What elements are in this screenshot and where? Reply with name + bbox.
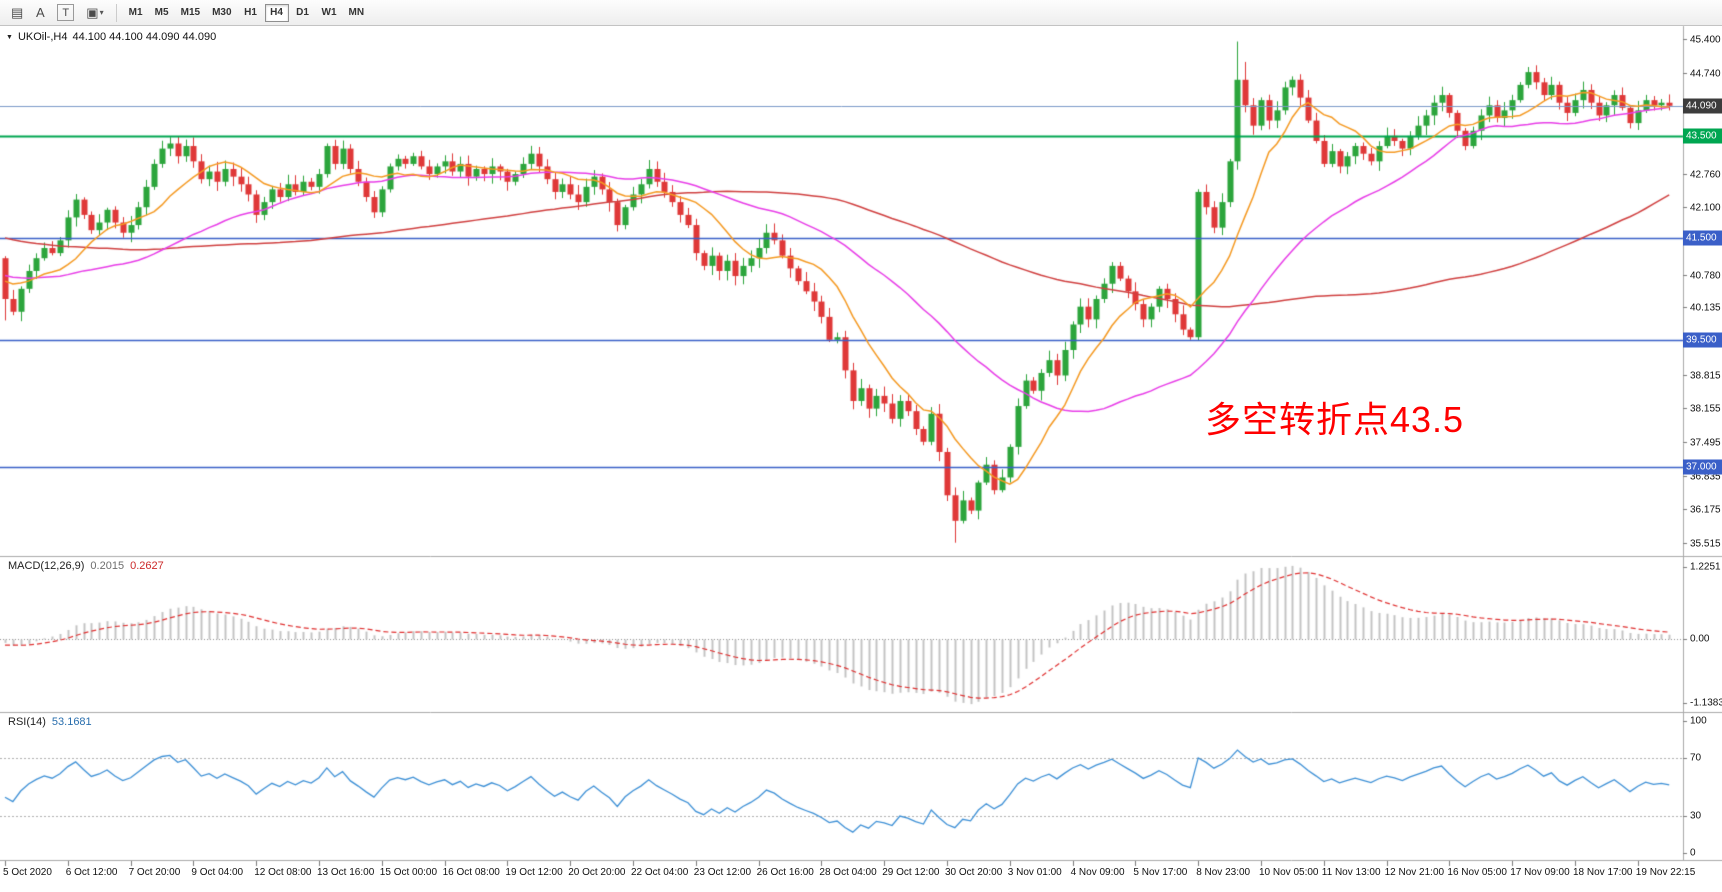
- price-axis-label: 40.135: [1690, 302, 1721, 313]
- shapes-tool-dropdown[interactable]: ▣ ▾: [80, 3, 109, 23]
- hline-tag-39500: 39.500: [1683, 332, 1722, 348]
- time-axis-label: 26 Oct 16:00: [756, 867, 814, 878]
- time-axis-label: 18 Nov 17:00: [1573, 867, 1633, 878]
- price-axis-label: 42.760: [1690, 169, 1721, 180]
- timeframe-h1[interactable]: H1: [239, 4, 263, 22]
- time-axis-label: 7 Oct 20:00: [128, 867, 181, 878]
- time-axis-label: 11 Nov 13:00: [1321, 867, 1381, 878]
- rsi-value: 53.1681: [51, 716, 92, 728]
- rsi-name: RSI(14): [8, 716, 46, 728]
- time-axis-label: 4 Nov 09:00: [1070, 867, 1125, 878]
- price-axis-label: 36.175: [1690, 504, 1721, 515]
- price-axis-label: 40.780: [1690, 270, 1721, 281]
- time-axis-label: 12 Oct 08:00: [254, 867, 312, 878]
- hline-tag-41500: 41.500: [1683, 230, 1722, 246]
- triangle-marker-icon: ▼: [6, 33, 13, 41]
- time-axis-label: 10 Nov 05:00: [1259, 867, 1319, 878]
- toolbar: ▤ A T ▣ ▾ M1 M5 M15 M30 H1 H4 D1 W1 MN: [0, 0, 1722, 26]
- label-glyph: A: [35, 5, 45, 20]
- hline-tag-37000: 37.000: [1683, 459, 1722, 475]
- timeframe-m15[interactable]: M15: [176, 4, 205, 22]
- text-glyph: T: [57, 4, 75, 21]
- time-axis-label: 22 Oct 04:00: [631, 867, 689, 878]
- toolbar-separator: [115, 3, 117, 22]
- time-axis-label: 29 Oct 12:00: [882, 867, 940, 878]
- price-axis-label: 37.495: [1690, 437, 1721, 448]
- rsi-axis-label: 0: [1690, 847, 1696, 859]
- rsi-axis-label: 100: [1690, 715, 1707, 727]
- time-axis-label: 16 Oct 08:00: [442, 867, 500, 878]
- shapes-glyph: ▣: [86, 4, 99, 20]
- macd-axis-label: 0.00: [1690, 633, 1710, 645]
- macd-value-main: 0.2015: [90, 560, 125, 572]
- symbol-period-label: UKOil-,H4: [17, 31, 68, 43]
- time-axis-label: 16 Nov 05:00: [1447, 867, 1507, 878]
- time-axis-label: 6 Oct 12:00: [65, 867, 118, 878]
- time-axis-label: 20 Oct 20:00: [568, 867, 626, 878]
- timeframe-h4[interactable]: H4: [264, 3, 289, 22]
- symbol-title: ▼ UKOil-,H4 44.100 44.100 44.090 44.090: [6, 31, 216, 43]
- timeframe-w1[interactable]: W1: [317, 4, 342, 22]
- macd-axis-label: -1.1383: [1690, 697, 1722, 709]
- price-axis-label: 36.835: [1690, 471, 1721, 482]
- rsi-axis-label: 30: [1690, 810, 1702, 822]
- list-glyph: ▤: [11, 4, 24, 20]
- timeframe-d1[interactable]: D1: [291, 4, 315, 22]
- price-axis-label: 42.100: [1690, 202, 1721, 213]
- hline-tag-43500: 43.500: [1683, 128, 1722, 144]
- price-axis-label: 38.155: [1690, 403, 1721, 414]
- time-axis-label: 13 Oct 16:00: [317, 867, 375, 878]
- label-tool-icon[interactable]: A: [29, 3, 51, 23]
- quote-ohlc: 44.100 44.100 44.090 44.090: [72, 31, 217, 43]
- macd-name: MACD(12,26,9): [8, 560, 85, 572]
- time-axis-label: 5 Oct 2020: [3, 867, 52, 878]
- time-axis-label: 28 Oct 04:00: [819, 867, 877, 878]
- time-axis-label: 3 Nov 01:00: [1007, 867, 1062, 878]
- time-axis-label: 5 Nov 17:00: [1133, 867, 1188, 878]
- time-axis-label: 19 Nov 22:15: [1635, 867, 1696, 878]
- time-axis-label: 17 Nov 09:00: [1510, 867, 1570, 878]
- time-axis-label: 30 Oct 20:00: [945, 867, 1003, 878]
- time-axis-label: 15 Oct 00:00: [379, 867, 438, 878]
- chevron-down-icon: ▾: [99, 8, 104, 17]
- macd-axis-label: 1.2251: [1690, 561, 1721, 573]
- macd-label: MACD(12,26,9) 0.2015 0.2627: [8, 560, 164, 572]
- price-axis-label: 38.815: [1690, 370, 1721, 381]
- current-price-tag: 44.090: [1683, 98, 1722, 114]
- rsi-label: RSI(14) 53.1681: [8, 716, 92, 728]
- timeframe-mn[interactable]: MN: [344, 4, 370, 22]
- time-axis-label: 9 Oct 04:00: [191, 867, 244, 878]
- rsi-axis-label: 70: [1690, 752, 1702, 764]
- time-axis-label: 19 Oct 12:00: [505, 867, 563, 878]
- price-axis-label: 45.400: [1690, 34, 1721, 45]
- timeframe-m1[interactable]: M1: [124, 4, 148, 22]
- price-axis-label: 44.740: [1690, 68, 1721, 79]
- price-axis-label: 35.515: [1690, 538, 1721, 549]
- macd-value-signal: 0.2627: [130, 560, 164, 572]
- text-tool-icon[interactable]: T: [51, 3, 80, 23]
- timeframe-m30[interactable]: M30: [207, 4, 236, 22]
- time-axis-label: 12 Nov 21:00: [1384, 867, 1445, 878]
- time-axis-label: 8 Nov 23:00: [1196, 867, 1251, 878]
- list-tool-icon[interactable]: ▤: [5, 3, 29, 23]
- chart-annotation-text: 多空转折点43.5: [1205, 399, 1465, 440]
- time-axis-label: 23 Oct 12:00: [693, 867, 752, 878]
- timeframe-m5[interactable]: M5: [150, 4, 174, 22]
